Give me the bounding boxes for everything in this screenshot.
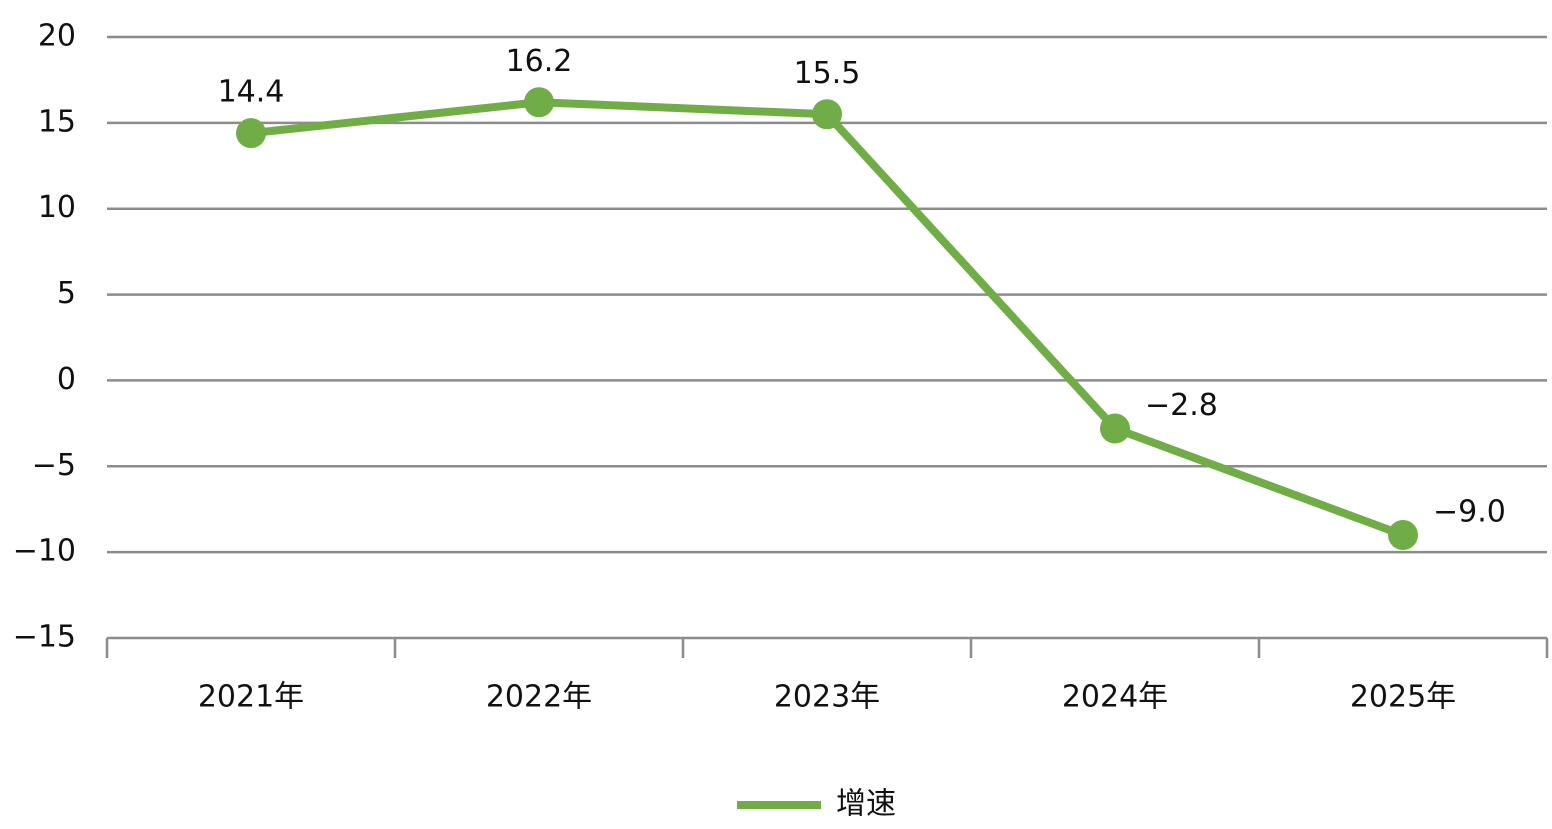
data-label: 16.2 <box>506 44 573 79</box>
marker <box>1388 519 1418 550</box>
data-label: −2.8 <box>1145 388 1218 423</box>
y-tick-label: 0 <box>57 362 76 397</box>
y-tick-label: 10 <box>38 190 76 225</box>
marker <box>236 118 266 149</box>
y-tick-label: −10 <box>13 534 76 569</box>
y-tick-label: −5 <box>32 448 76 483</box>
marker <box>812 99 842 130</box>
y-tick-label: −15 <box>13 620 76 655</box>
data-label: 14.4 <box>218 75 285 110</box>
data-label: −9.0 <box>1433 494 1506 529</box>
line <box>250 98 1405 539</box>
x-tick-label: 2022年 <box>486 680 592 715</box>
x-tick-label: 2021年 <box>198 680 304 715</box>
legend-label: 增速 <box>836 787 896 822</box>
x-tick-label: 2023年 <box>774 680 880 715</box>
x-tick-label: 2025年 <box>1350 680 1456 715</box>
marker <box>1100 413 1130 444</box>
marker <box>524 87 554 118</box>
y-tick-label: 15 <box>38 104 76 139</box>
data-label: 15.5 <box>794 56 861 91</box>
x-tick-label: 2024年 <box>1062 680 1168 715</box>
y-tick-label: 20 <box>38 19 76 54</box>
y-tick-label: 5 <box>57 276 76 311</box>
